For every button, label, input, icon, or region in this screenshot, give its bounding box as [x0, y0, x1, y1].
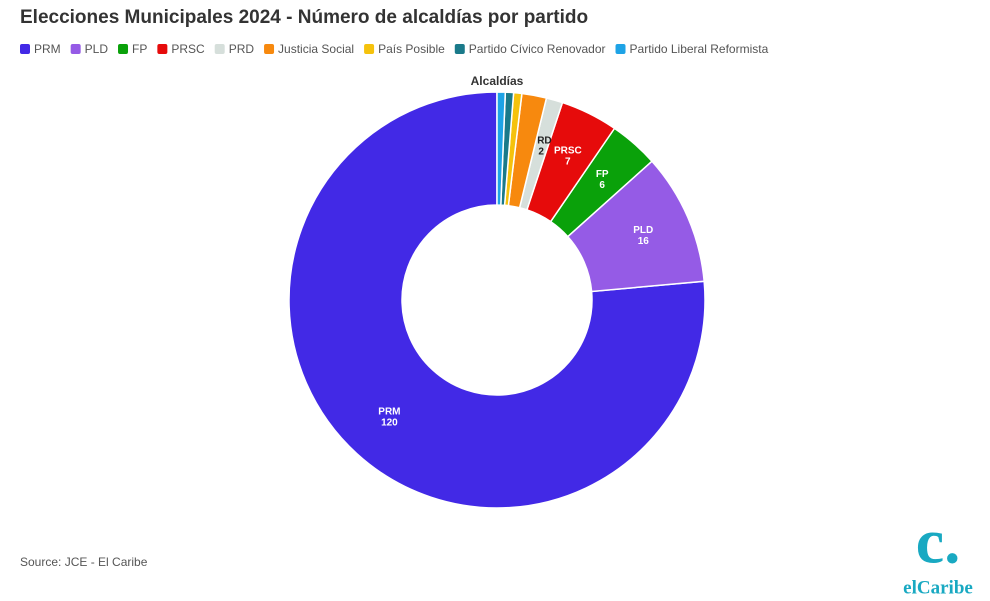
legend-swatch — [214, 44, 225, 54]
slice — [496, 91, 507, 206]
slice-label: FP — [596, 169, 609, 180]
slice — [288, 91, 706, 509]
legend-swatch — [615, 44, 626, 54]
legend-label: PRSC — [171, 42, 205, 56]
legend-swatch — [157, 44, 168, 54]
chart-title: Elecciones Municipales 2024 - Número de … — [20, 7, 588, 28]
legend-label: País Posible — [378, 42, 445, 56]
legend-label: FP — [132, 42, 147, 56]
legend-swatch — [264, 44, 275, 54]
legend-label: PLD — [85, 42, 109, 56]
legend-label: Justicia Social — [278, 42, 354, 56]
slice-label: PRM — [378, 406, 400, 417]
slice-value: 16 — [638, 236, 650, 247]
legend-label: Partido Cívico Renovador — [469, 42, 606, 56]
legend-swatch — [20, 44, 30, 54]
slice-label: PLD — [633, 225, 653, 236]
slice-label: PRSC — [554, 146, 582, 157]
source: Source: JCE - El Caribe — [20, 555, 148, 569]
slice-value: 2 — [538, 146, 544, 157]
legend-label: PRD — [229, 42, 255, 56]
slice-value: 7 — [565, 157, 571, 168]
slice-label: PRD — [531, 135, 552, 146]
legend-label: Partido Liberal Reformista — [630, 42, 769, 56]
legend-swatch — [70, 44, 81, 54]
legend-swatch — [454, 44, 465, 54]
slice-value: 120 — [381, 417, 398, 428]
legend: PRM PLD FP PRSC PRD Justicia Social País Posib… — [20, 42, 769, 56]
legend-swatch — [118, 44, 129, 54]
legend-label: PRM — [34, 42, 61, 56]
series-label: Alcaldías — [471, 74, 524, 88]
legend-swatch — [364, 44, 375, 54]
logo-name: elCaribe — [903, 577, 973, 598]
logo-mark: c. — [916, 506, 960, 577]
slice-value: 6 — [599, 180, 605, 191]
